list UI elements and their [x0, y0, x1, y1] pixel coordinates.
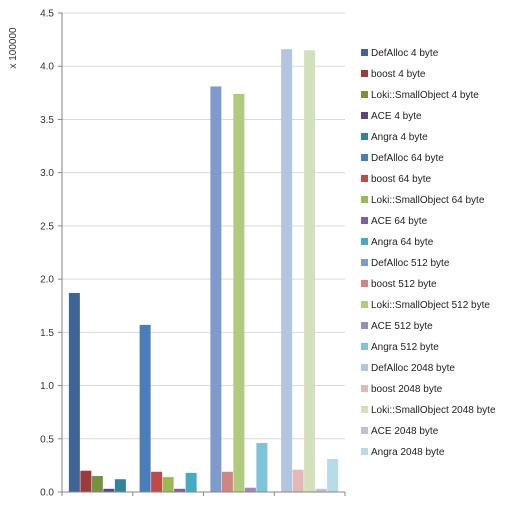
- y-tick-label: 3.0: [40, 168, 54, 179]
- bar: [244, 487, 256, 492]
- y-tick-label: 1.0: [40, 381, 54, 392]
- legend-label: boost 2048 byte: [371, 384, 443, 395]
- legend-label: Angra 64 byte: [371, 237, 434, 248]
- legend-label: DefAlloc 2048 byte: [371, 363, 455, 374]
- legend-label: DefAlloc 64 byte: [371, 153, 444, 164]
- y-tick-label: 4.0: [40, 62, 54, 73]
- legend-swatch: [361, 175, 368, 182]
- legend-label: Loki::SmallObject 512 byte: [371, 300, 490, 311]
- y-tick-label: 4.5: [40, 9, 54, 20]
- legend-label: DefAlloc 4 byte: [371, 48, 439, 59]
- bar: [210, 86, 222, 493]
- legend-label: ACE 64 byte: [371, 216, 428, 227]
- legend-label: Loki::SmallObject 2048 byte: [371, 405, 496, 416]
- legend-swatch: [361, 448, 368, 455]
- legend-label: ACE 2048 byte: [371, 426, 439, 437]
- legend-swatch: [361, 49, 368, 56]
- legend-label: boost 4 byte: [371, 69, 426, 80]
- bars: [68, 49, 339, 493]
- legend-label: Loki::SmallObject 4 byte: [371, 90, 479, 101]
- axes: [58, 12, 346, 496]
- legend-swatch: [361, 238, 368, 245]
- y-tick-label: 3.5: [40, 115, 54, 126]
- legend-swatch: [361, 259, 368, 266]
- bar: [139, 324, 151, 492]
- y-tick-label: 2.0: [40, 275, 54, 286]
- legend-label: Angra 512 byte: [371, 342, 439, 353]
- bar: [233, 93, 245, 493]
- legend-swatch: [361, 217, 368, 224]
- legend-swatch: [361, 322, 368, 329]
- legend-label: Loki::SmallObject 64 byte: [371, 195, 485, 206]
- bar: [327, 459, 339, 492]
- bar: [151, 471, 163, 492]
- legend-label: Angra 2048 byte: [371, 447, 445, 458]
- bar: [68, 292, 80, 492]
- gridlines: [62, 12, 345, 440]
- y-tick-label: 0.0: [40, 488, 54, 499]
- bar: [256, 443, 268, 492]
- legend-swatch: [361, 364, 368, 371]
- legend-swatch: [361, 154, 368, 161]
- legend-label: boost 512 byte: [371, 279, 437, 290]
- y-tick-label: 1.5: [40, 328, 54, 339]
- legend-swatch: [361, 406, 368, 413]
- y-tick-label: 0.5: [40, 434, 54, 445]
- legend-swatch: [361, 280, 368, 287]
- bar: [174, 488, 186, 492]
- bar: [315, 488, 327, 492]
- bar: [304, 50, 316, 492]
- legend-swatch: [361, 385, 368, 392]
- legend-label: ACE 512 byte: [371, 321, 433, 332]
- legend-label: ACE 4 byte: [371, 111, 422, 122]
- bar: [114, 479, 126, 492]
- legend-swatch: [361, 196, 368, 203]
- legend-swatch: [361, 427, 368, 434]
- legend-swatch: [361, 301, 368, 308]
- y-tick-label: 2.5: [40, 221, 54, 232]
- bar: [185, 472, 197, 492]
- bar: [221, 471, 233, 492]
- legend-swatch: [361, 343, 368, 350]
- legend-swatch: [361, 70, 368, 77]
- legend-swatch: [361, 91, 368, 98]
- bar: [162, 477, 174, 492]
- bar: [91, 476, 103, 492]
- bar: [103, 488, 115, 492]
- bar: [281, 49, 293, 493]
- bar: [80, 470, 92, 492]
- legend-swatch: [361, 133, 368, 140]
- y-axis-unit-label: x 100000: [8, 27, 19, 69]
- legend-label: boost 64 byte: [371, 174, 431, 185]
- legend-label: DefAlloc 512 byte: [371, 258, 450, 269]
- legend-swatch: [361, 112, 368, 119]
- legend-label: Angra 4 byte: [371, 132, 428, 143]
- bar: [292, 469, 304, 492]
- y-tick-labels: 0.0 0.5 1.0 1.5 2.0 2.5 3.0 3.5 4.0 4.5: [40, 9, 54, 499]
